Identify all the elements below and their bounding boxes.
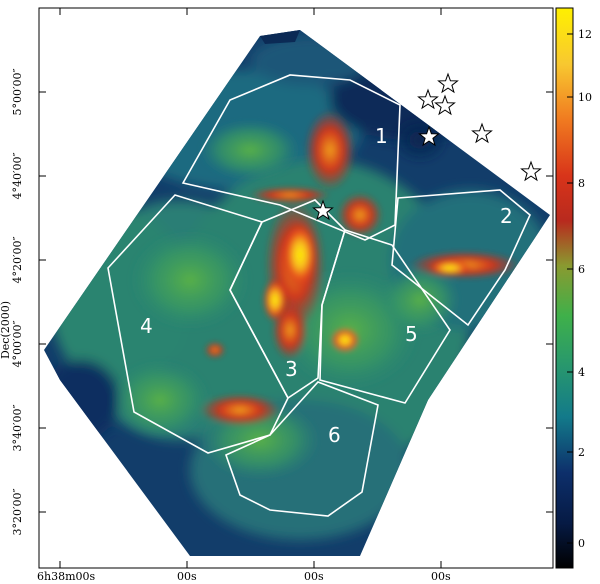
star-icon	[417, 88, 439, 110]
star-icon	[437, 72, 459, 94]
region-label-1: 1	[375, 124, 388, 148]
y-axis-ticks	[39, 91, 553, 513]
region-label-6: 6	[328, 423, 341, 447]
colorbar-label: 10	[578, 91, 592, 104]
region-label-4: 4	[140, 314, 153, 338]
region-label-2: 2	[500, 204, 513, 228]
star-markers	[312, 72, 542, 221]
region-outline-6	[225, 381, 379, 517]
region-outline-4	[107, 194, 289, 454]
star-icon	[418, 125, 440, 147]
field-notch	[260, 30, 300, 44]
x-tick-label: 00s	[431, 570, 451, 583]
x-tick-label: 00s	[177, 570, 197, 583]
y-tick-label: 4°20′00″	[11, 236, 24, 283]
star-icon	[471, 122, 493, 144]
colorbar-label: 6	[578, 263, 585, 276]
y-tick-label: 3°20′00″	[11, 488, 24, 535]
y-axis-title: Dec(2000)	[0, 301, 12, 359]
colorbar-label: 12	[578, 28, 592, 41]
colorbar-label: 4	[578, 366, 585, 379]
colorbar-label: 0	[578, 537, 585, 550]
colorbar-ticks	[567, 33, 573, 544]
star-icon	[434, 94, 456, 116]
region-outline-2	[391, 189, 531, 327]
region-outline-5	[319, 228, 451, 404]
x-axis-ticks	[59, 8, 442, 568]
y-tick-label: 3°40′00″	[11, 404, 24, 451]
colorbar	[555, 7, 574, 569]
star-icon	[312, 199, 334, 221]
y-tick-label: 4°40′00″	[11, 152, 24, 199]
region-outlines	[107, 74, 531, 517]
y-tick-label: 5°00′00″	[11, 68, 24, 115]
colorbar-label: 2	[578, 446, 585, 459]
y-tick-label: 4°00′00″	[11, 320, 24, 367]
x-tick-label: 6h38m00s	[37, 570, 96, 583]
region-label-5: 5	[405, 322, 418, 346]
region-outline-1	[181, 74, 401, 241]
colorbar-label: 8	[578, 177, 585, 190]
star-icon	[520, 160, 542, 182]
x-tick-label: 00s	[304, 570, 324, 583]
region-label-3: 3	[285, 357, 298, 381]
